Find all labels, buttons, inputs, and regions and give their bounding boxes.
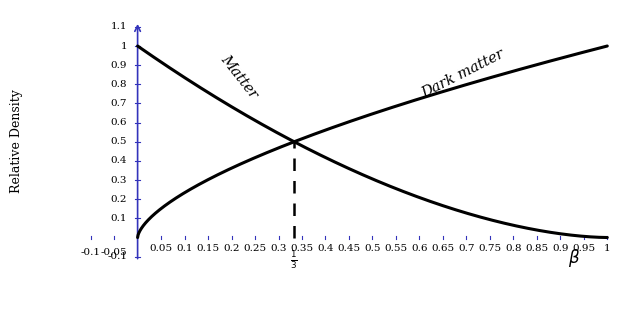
Text: -0.1: -0.1 bbox=[80, 248, 101, 257]
Text: 0.8: 0.8 bbox=[505, 244, 521, 253]
Text: 0.7: 0.7 bbox=[458, 244, 475, 253]
Text: 1: 1 bbox=[604, 244, 611, 253]
Text: 0.6: 0.6 bbox=[411, 244, 428, 253]
Text: 0.7: 0.7 bbox=[111, 99, 127, 108]
Text: 0.55: 0.55 bbox=[385, 244, 408, 253]
Text: 0.3: 0.3 bbox=[111, 176, 127, 185]
Text: 0.95: 0.95 bbox=[572, 244, 595, 253]
Text: 1.1: 1.1 bbox=[111, 22, 127, 31]
Text: 0.15: 0.15 bbox=[197, 244, 220, 253]
Text: 0.25: 0.25 bbox=[244, 244, 267, 253]
Text: 0.9: 0.9 bbox=[552, 244, 568, 253]
Text: Dark matter: Dark matter bbox=[419, 47, 507, 101]
Text: 1: 1 bbox=[121, 42, 127, 51]
Text: 0.4: 0.4 bbox=[111, 156, 127, 165]
Text: 0.35: 0.35 bbox=[291, 244, 314, 253]
Text: 0.45: 0.45 bbox=[338, 244, 361, 253]
Text: 0.65: 0.65 bbox=[431, 244, 455, 253]
Text: 0.5: 0.5 bbox=[111, 137, 127, 146]
Text: 0.9: 0.9 bbox=[111, 61, 127, 70]
Text: Matter: Matter bbox=[217, 52, 260, 101]
Text: 0.85: 0.85 bbox=[525, 244, 548, 253]
Text: -0.1: -0.1 bbox=[107, 252, 127, 261]
Text: Relative Density: Relative Density bbox=[10, 89, 23, 193]
Text: 0.75: 0.75 bbox=[478, 244, 502, 253]
Text: 0.8: 0.8 bbox=[111, 80, 127, 89]
Text: 0.5: 0.5 bbox=[364, 244, 381, 253]
Text: 0.1: 0.1 bbox=[176, 244, 193, 253]
Text: -0.05: -0.05 bbox=[101, 248, 127, 257]
Text: 0.2: 0.2 bbox=[111, 195, 127, 204]
Text: $\beta$: $\beta$ bbox=[568, 247, 581, 269]
Text: 0.05: 0.05 bbox=[150, 244, 173, 253]
Text: 0.6: 0.6 bbox=[111, 118, 127, 127]
Text: 0.2: 0.2 bbox=[223, 244, 240, 253]
Text: 0.1: 0.1 bbox=[111, 214, 127, 223]
Text: 0.3: 0.3 bbox=[270, 244, 287, 253]
Text: $\frac{1}{3}$: $\frac{1}{3}$ bbox=[291, 249, 298, 271]
Text: 0.4: 0.4 bbox=[317, 244, 334, 253]
